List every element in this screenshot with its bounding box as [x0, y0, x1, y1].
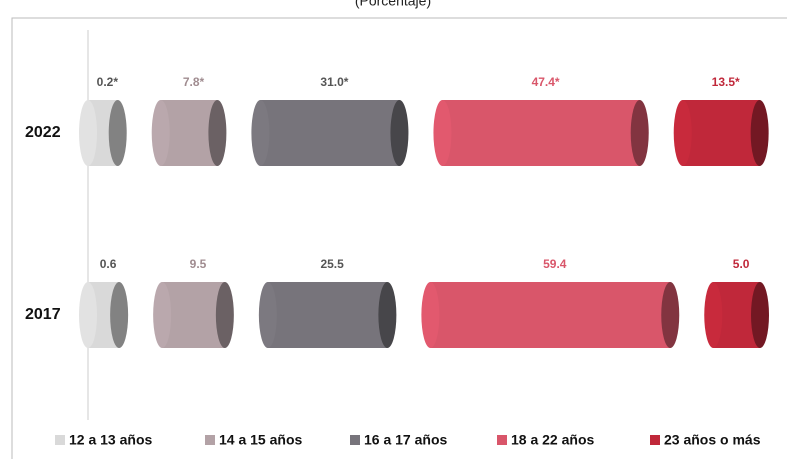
cylinder-right-cap: [208, 100, 227, 166]
cylinder-body: [442, 100, 640, 166]
cylinder-body: [682, 100, 760, 166]
value-label: 7.8*: [183, 75, 205, 89]
legend-swatch: [205, 435, 215, 445]
frame: [11, 17, 787, 459]
cylinder-right-cap: [751, 282, 769, 348]
cylinder-left-cap: [673, 100, 692, 166]
chart-title: (Porcentaje): [355, 0, 431, 9]
cylinder-body: [160, 100, 218, 166]
cylinder-left-cap: [421, 282, 440, 348]
category-label: 2022: [25, 124, 61, 141]
legend-swatch: [650, 435, 660, 445]
value-label: 0.6: [100, 257, 117, 271]
cylinder-body: [430, 282, 671, 348]
cylinder-left-cap: [704, 282, 723, 348]
cylinder-right-cap: [630, 100, 649, 166]
cylinder-right-cap: [390, 100, 409, 166]
cylinder-left-cap: [433, 100, 452, 166]
cylinder-right-cap: [661, 282, 680, 348]
cylinder-left-cap: [153, 282, 172, 348]
cylinder-right-cap: [108, 100, 127, 166]
value-label: 25.5: [320, 257, 344, 271]
cylinder-body: [267, 282, 388, 348]
cylinder-left-cap: [79, 282, 97, 348]
value-label: 47.4*: [532, 75, 560, 89]
legend-swatch: [350, 435, 360, 445]
cylinder-left-cap: [258, 282, 277, 348]
legend-label: 23 años o más: [664, 432, 761, 448]
cylinder-body: [260, 100, 400, 166]
legend-label: 12 a 13 años: [69, 432, 152, 448]
value-label: 0.2*: [97, 75, 119, 89]
value-label: 5.0: [733, 257, 750, 271]
legend-label: 18 a 22 años: [511, 432, 594, 448]
cylinder-left-cap: [251, 100, 270, 166]
value-label: 31.0*: [320, 75, 348, 89]
category-label: 2017: [25, 306, 61, 323]
cylinder-right-cap: [750, 100, 769, 166]
cylinder-left-cap: [79, 100, 97, 166]
cylinder-right-cap: [215, 282, 234, 348]
legend-swatch: [55, 435, 65, 445]
cylinder-body: [162, 282, 225, 348]
legend-swatch: [497, 435, 507, 445]
cylinder-right-cap: [378, 282, 397, 348]
legend-label: 16 a 17 años: [364, 432, 447, 448]
cylinder-left-cap: [151, 100, 170, 166]
value-label: 59.4: [543, 257, 567, 271]
legend-label: 14 a 15 años: [219, 432, 302, 448]
value-label: 9.5: [190, 257, 207, 271]
cylinder-right-cap: [110, 282, 129, 348]
value-label: 13.5*: [712, 75, 740, 89]
